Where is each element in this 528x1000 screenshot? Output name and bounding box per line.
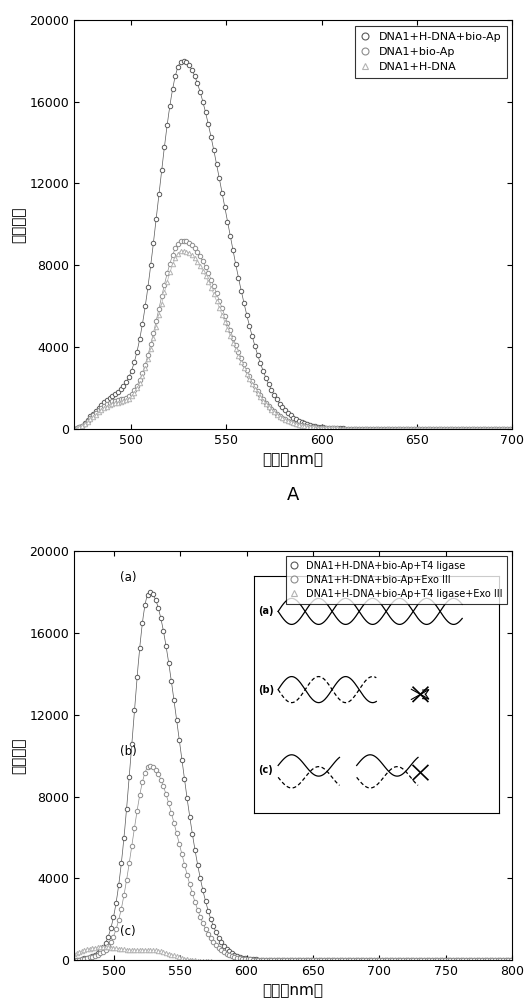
Y-axis label: 荧光强度: 荧光强度 [12, 737, 26, 774]
Text: (c): (c) [120, 925, 136, 938]
Text: (a): (a) [120, 571, 137, 584]
Y-axis label: 荧光强度: 荧光强度 [12, 206, 26, 243]
Legend: DNA1+H-DNA+bio-Ap+T4 ligase, DNA1+H-DNA+bio-Ap+Exo III, DNA1+H-DNA+bio-Ap+T4 lig: DNA1+H-DNA+bio-Ap+T4 ligase, DNA1+H-DNA+… [286, 556, 507, 604]
Legend: DNA1+H-DNA+bio-Ap, DNA1+bio-Ap, DNA1+H-DNA: DNA1+H-DNA+bio-Ap, DNA1+bio-Ap, DNA1+H-D… [355, 26, 506, 78]
Text: A: A [287, 486, 299, 504]
X-axis label: 波长（nm）: 波长（nm） [262, 983, 324, 998]
X-axis label: 波长（nm）: 波长（nm） [262, 452, 324, 467]
Text: (b): (b) [120, 745, 137, 758]
